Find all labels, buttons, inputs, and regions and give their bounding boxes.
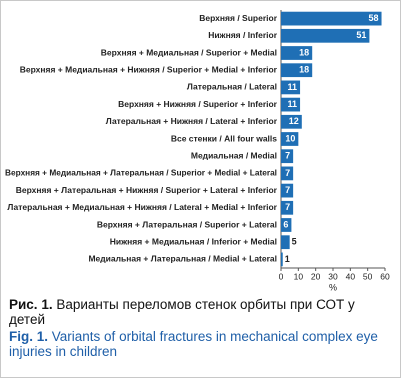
bar (281, 132, 299, 146)
value-label: 7 (285, 185, 290, 195)
bar (281, 218, 292, 232)
caption-ru: Рис. 1. Варианты переломов стенок орбиты… (9, 297, 394, 327)
category-label: Верхняя + Медиальная + Нижняя / Superior… (20, 64, 278, 74)
x-tick-label: 50 (363, 271, 373, 281)
category-label: Латеральная / Lateral (187, 82, 277, 92)
x-tick-label: 10 (294, 271, 304, 281)
category-label: Верхняя + Латеральная / Superior + Later… (97, 219, 277, 229)
caption-label: Fig. 1. (9, 329, 49, 344)
value-label: 11 (288, 99, 298, 109)
category-label: Медиальная / Medial (191, 150, 277, 160)
value-label: 51 (356, 30, 366, 40)
caption-text: Variants of orbital fractures in mechani… (9, 329, 378, 359)
category-label: Верхняя + Медиальная / Superior + Medial (101, 47, 277, 57)
x-tick-label: 20 (311, 271, 321, 281)
bar (281, 183, 294, 198)
value-label: 7 (285, 202, 290, 212)
value-label: 12 (289, 116, 299, 126)
caption-label: Рис. 1. (9, 297, 53, 312)
bar (281, 80, 301, 95)
bar (281, 63, 313, 78)
category-label: Верхняя + Медиальная + Латеральная / Sup… (5, 168, 277, 178)
chart: 0 10 20 30 40 50 60% Верхняя / Superior 58 Нижняя… (5, 10, 390, 292)
category-label: Нижняя + Медиальная / Inferior + Medial (110, 236, 277, 246)
bar (281, 235, 290, 250)
value-label: 18 (299, 65, 309, 75)
value-label: 10 (285, 133, 295, 143)
value-label: 11 (288, 82, 298, 92)
category-label: Нижняя / Inferior (208, 30, 278, 40)
category-label: Верхняя + Латеральная + Нижняя / Superio… (16, 185, 278, 195)
x-tick-label: 60 (380, 271, 390, 281)
bar (281, 200, 294, 215)
value-label: 58 (369, 13, 379, 23)
value-label: 18 (299, 47, 309, 57)
value-label: 6 (283, 219, 288, 229)
caption-text: Варианты переломов стенок орбиты при СОТ… (9, 297, 355, 327)
x-tick-label: 0 (279, 271, 284, 281)
bar (281, 28, 370, 43)
value-label: 1 (285, 254, 290, 264)
category-label: Верхняя / Superior (199, 13, 277, 23)
category-label: Латеральная + Нижняя / Lateral + Inferio… (106, 116, 278, 126)
bar (281, 114, 302, 129)
value-label: 5 (292, 237, 297, 247)
bar (281, 46, 313, 60)
bar (281, 252, 283, 267)
category-label: Латеральная + Медиальная + Нижняя / Late… (7, 202, 277, 212)
bar (281, 97, 301, 112)
bar (281, 166, 294, 181)
category-label: Все стенки / All four walls (171, 133, 277, 143)
bar (281, 149, 294, 164)
category-label: Медиальная + Латеральная / Medial + Late… (88, 254, 277, 264)
bar (281, 11, 382, 26)
category-label: Верхняя + Нижняя / Superior + Inferior (118, 99, 278, 109)
x-axis-label: % (329, 282, 337, 291)
caption-en: Fig. 1. Variants of orbital fractures in… (9, 329, 394, 359)
x-tick-label: 40 (346, 271, 356, 281)
value-label: 7 (285, 151, 290, 161)
value-label: 7 (285, 168, 290, 178)
x-tick-label: 30 (328, 271, 338, 281)
